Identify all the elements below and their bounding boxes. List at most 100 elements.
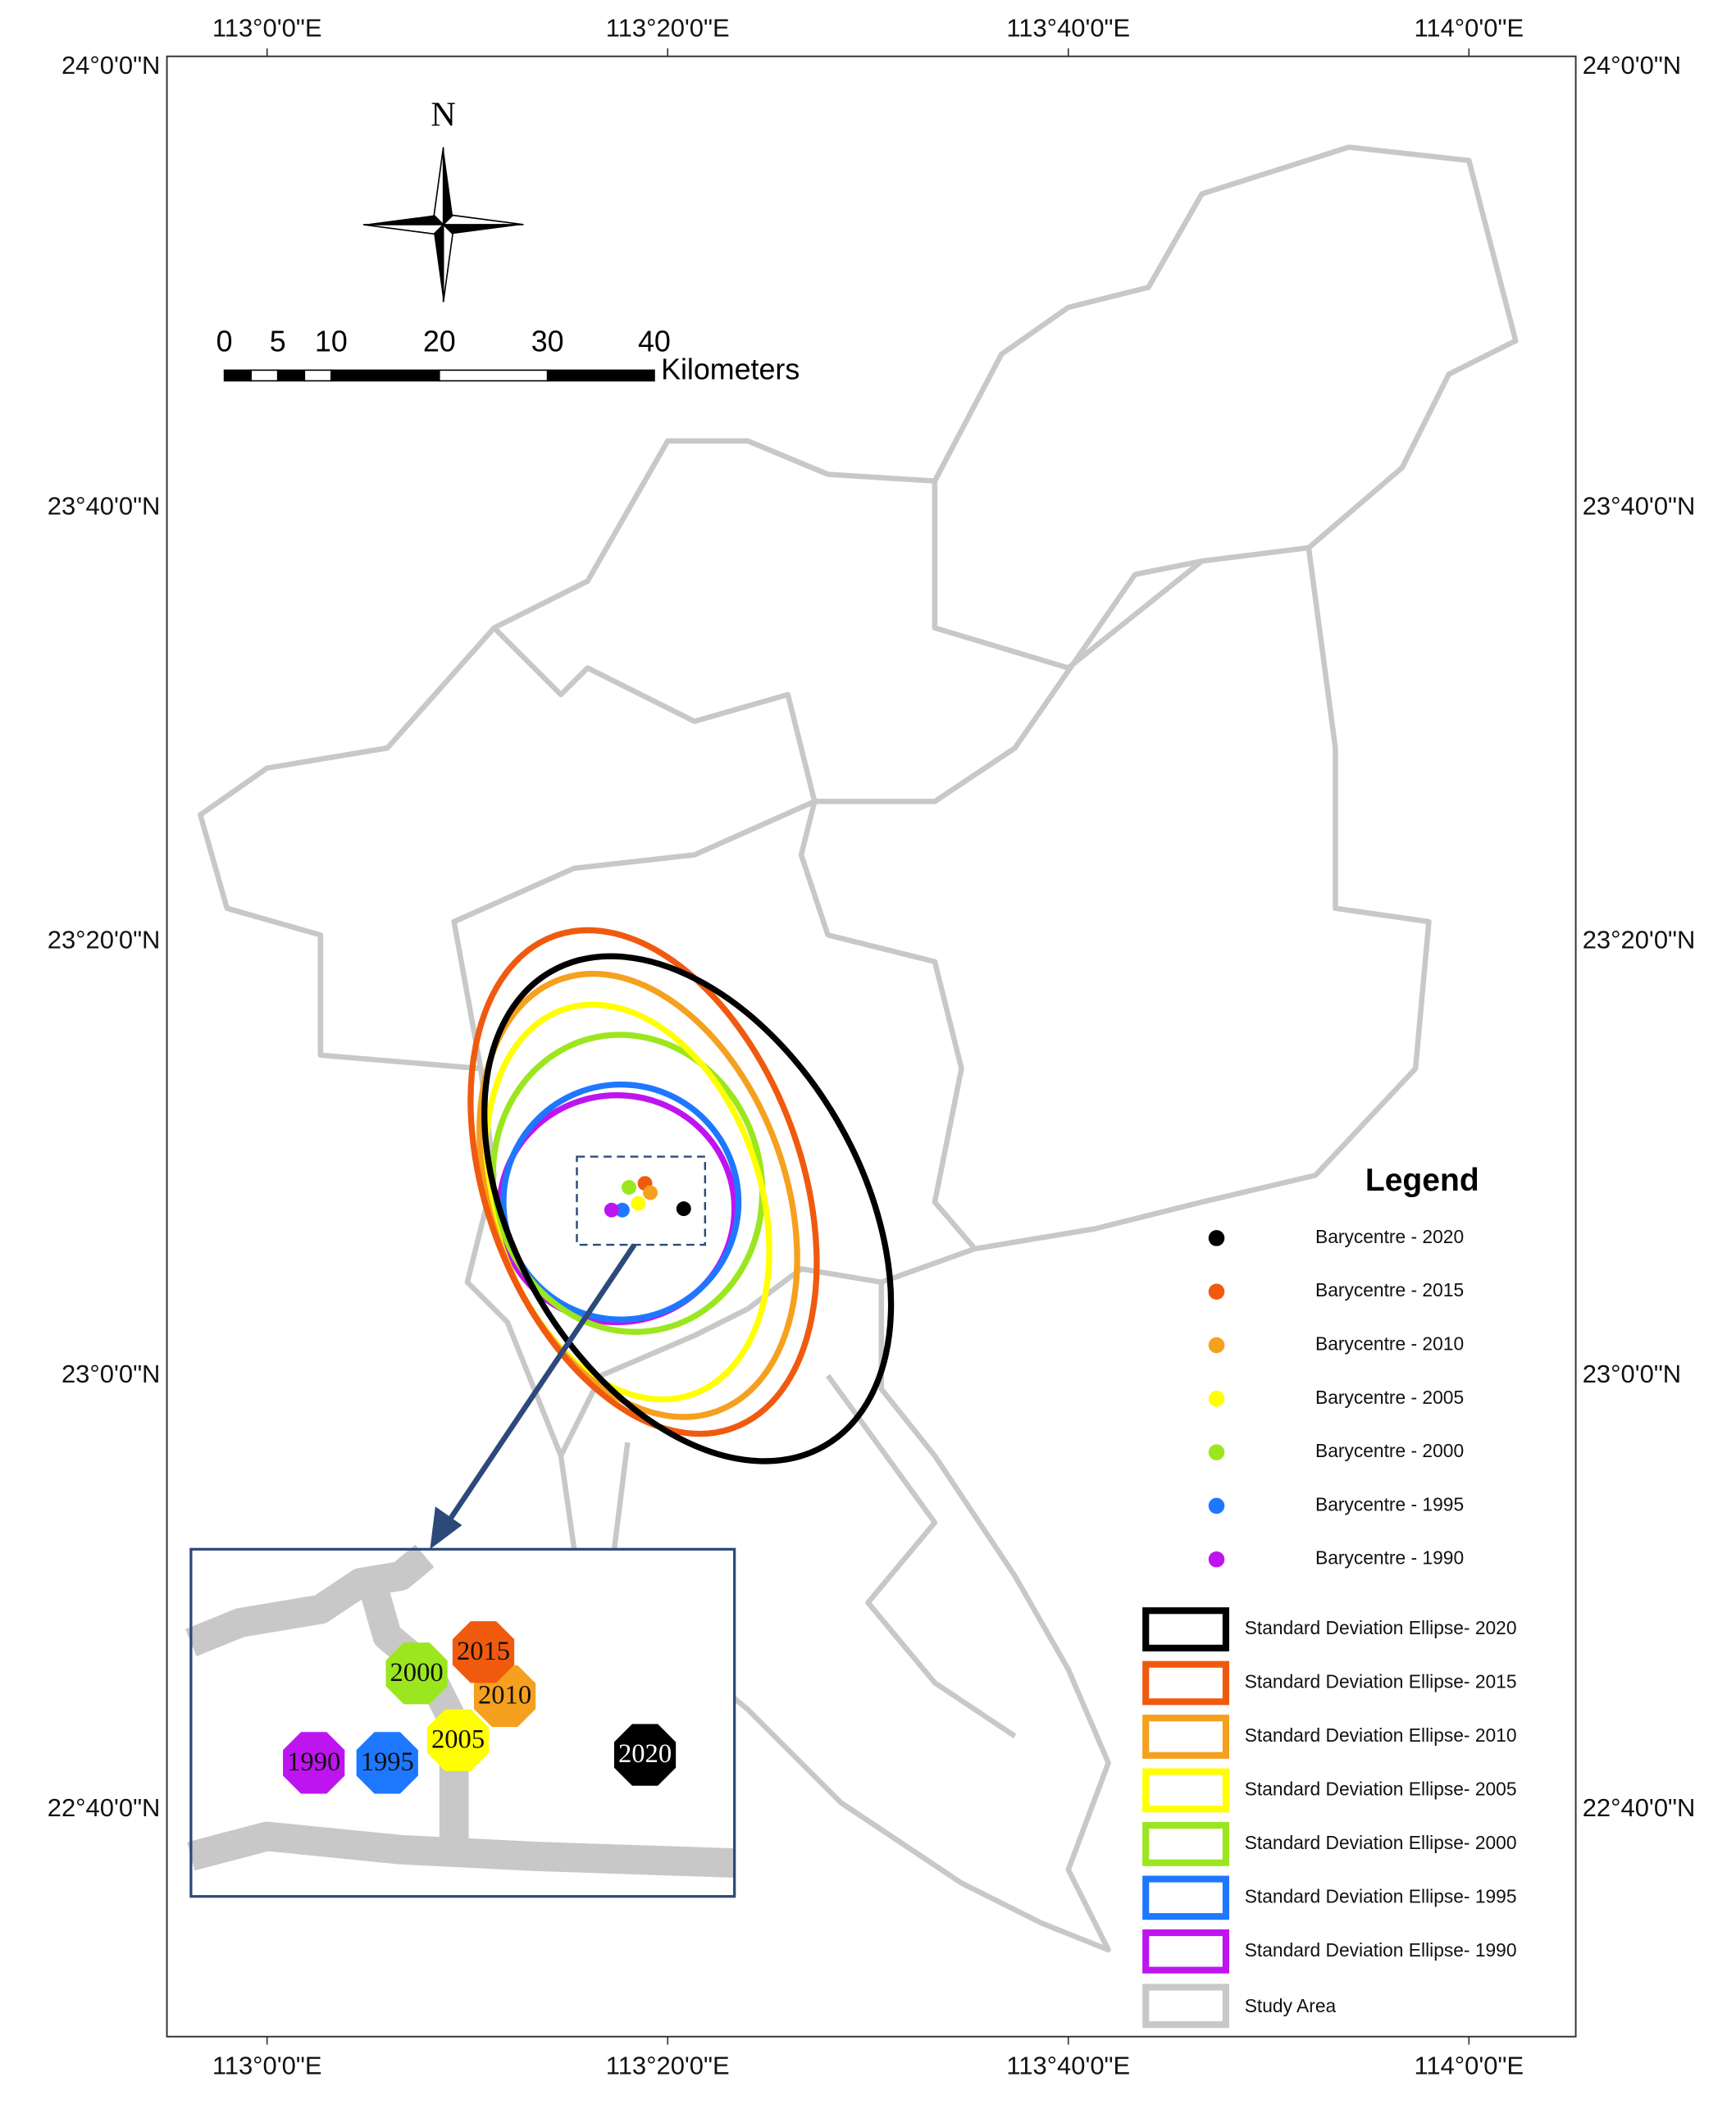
legend-swatch xyxy=(1142,1984,1229,2029)
inset-marker xyxy=(613,1724,677,1786)
legend-swatch xyxy=(1142,1607,1229,1651)
legend-point xyxy=(1208,1230,1225,1246)
scale-segment xyxy=(250,369,279,382)
scale-segment xyxy=(546,369,655,382)
district-boundary xyxy=(814,558,1203,804)
inset-label: 2000 xyxy=(390,1658,444,1688)
longitude-label: 113°40'0"E xyxy=(1006,2051,1130,2079)
inset-marker xyxy=(385,1642,448,1705)
inset-road xyxy=(185,1544,435,1656)
inset-label: 2020 xyxy=(618,1739,672,1769)
longitude-label: 113°20'0"E xyxy=(606,2051,730,2079)
scale-segment xyxy=(276,369,306,382)
latitude-label: 23°20'0"N xyxy=(1583,926,1696,954)
longitude-label: 114°0'0"E xyxy=(1414,13,1524,42)
latitude-label: 22°40'0"N xyxy=(1583,1793,1696,1822)
inset-marker xyxy=(356,1732,418,1794)
inset-marker xyxy=(452,1621,515,1683)
latitude-label: 23°20'0"N xyxy=(48,926,161,954)
zoom-box xyxy=(576,1155,707,1246)
legend-label: Study Area xyxy=(1245,1995,1337,2016)
barycentre xyxy=(622,1180,636,1195)
arrow-part xyxy=(443,147,453,225)
inset-marker xyxy=(283,1732,345,1794)
north-arrow: N xyxy=(362,95,524,303)
latitude-label: 23°0'0"N xyxy=(1583,1360,1681,1388)
barycentre xyxy=(631,1196,646,1211)
inset-markers: 1990 1995 2000 2005 2010 2015 2020 xyxy=(283,1621,677,1794)
district-boundary xyxy=(451,626,818,1069)
legend-label: Barycentre - 2010 xyxy=(1315,1333,1464,1355)
legend-label: Standard Deviation Ellipse- 2005 xyxy=(1245,1778,1517,1799)
legend-title: Legend xyxy=(1365,1163,1479,1198)
arrow-part xyxy=(362,215,444,225)
inset-label: 1990 xyxy=(287,1747,340,1777)
latitude-label: 22°40'0"N xyxy=(48,1793,161,1822)
std-ellipse xyxy=(467,927,820,1437)
std-ellipse xyxy=(500,1081,742,1323)
barycentre xyxy=(643,1185,658,1200)
latitude-label: 24°0'0"N xyxy=(62,51,160,80)
barycentre xyxy=(676,1201,691,1217)
legend-label: Barycentre - 1995 xyxy=(1315,1493,1464,1515)
district-boundary xyxy=(826,1373,1017,1739)
latitude-label: 23°0'0"N xyxy=(62,1360,160,1388)
legend-swatch xyxy=(1142,1660,1229,1706)
ellipses xyxy=(467,927,895,1464)
scale-segment xyxy=(303,369,332,382)
legend-swatch xyxy=(1142,1929,1229,1974)
scale-label: 10 xyxy=(315,325,348,358)
legend: Barycentre - 2020 Barycentre - 2015 Baryce… xyxy=(1142,1226,1517,2029)
legend-label: Barycentre - 2005 xyxy=(1315,1387,1464,1408)
legend-label: Barycentre - 2000 xyxy=(1315,1440,1464,1461)
inset-frame xyxy=(189,1547,736,1898)
legend-label: Standard Deviation Ellipse- 2000 xyxy=(1245,1832,1517,1853)
legend-point xyxy=(1208,1497,1225,1515)
legend-label: Standard Deviation Ellipse- 2010 xyxy=(1245,1724,1517,1746)
std-ellipse xyxy=(481,953,895,1464)
latitude-label: 23°40'0"N xyxy=(48,491,161,520)
scale-segment xyxy=(330,369,440,382)
district-boundary xyxy=(798,800,977,1251)
longitude-label: 113°0'0"E xyxy=(212,2051,322,2079)
legend-label: Barycentre - 1990 xyxy=(1315,1547,1464,1569)
boundary xyxy=(198,144,1519,1953)
inset-label: 2015 xyxy=(457,1637,510,1666)
legend-label: Standard Deviation Ellipse- 2020 xyxy=(1245,1617,1517,1638)
zoom-arrow xyxy=(444,1243,637,1527)
legend-label: Barycentre - 2015 xyxy=(1315,1279,1464,1300)
inset: 1990 1995 2000 2005 2010 2015 2020 xyxy=(185,1544,736,1898)
scale-segment xyxy=(223,369,252,382)
scale-label: 0 xyxy=(216,325,233,358)
latitude-label: 23°40'0"N xyxy=(1583,491,1696,520)
legend-swatch xyxy=(1142,1822,1229,1866)
longitude-label: 113°0'0"E xyxy=(212,13,322,42)
latitude-label: 24°0'0"N xyxy=(1583,51,1681,80)
scale-unit: Kilometers xyxy=(661,353,800,386)
inset-label: 2005 xyxy=(431,1724,485,1754)
longitude-label: 114°0'0"E xyxy=(1414,2051,1524,2079)
arrow-part xyxy=(362,224,445,235)
inset-label: 2010 xyxy=(478,1681,531,1710)
legend-point xyxy=(1208,1337,1225,1354)
scale-label: 40 xyxy=(638,325,671,358)
arrow-part xyxy=(442,222,453,303)
barycentre xyxy=(604,1202,619,1218)
longitude-label: 113°40'0"E xyxy=(1006,13,1130,42)
scale-segment xyxy=(438,369,549,382)
longitude-label: 113°20'0"E xyxy=(606,13,730,42)
legend-point xyxy=(1208,1551,1225,1568)
std-ellipse xyxy=(490,1032,766,1335)
scale-label: 30 xyxy=(531,325,564,358)
legend-swatch xyxy=(1142,1768,1229,1813)
barycentre xyxy=(614,1202,630,1218)
zoom-arrowhead xyxy=(430,1506,462,1550)
scale-label: 20 xyxy=(423,325,456,358)
legend-label: Barycentre - 2020 xyxy=(1315,1226,1464,1247)
arrow-part xyxy=(441,214,524,225)
inset-label: 1995 xyxy=(361,1747,414,1777)
legend-swatch xyxy=(1142,1875,1229,1920)
